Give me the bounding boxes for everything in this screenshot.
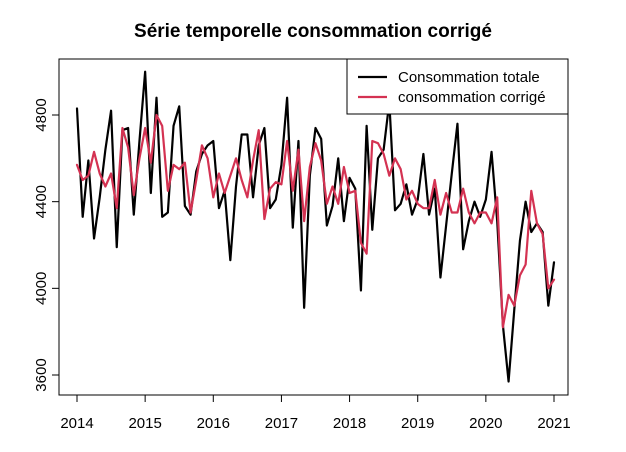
series-line-consommation-corrige [75,113,556,329]
x-tick-label: 2019 [401,415,434,432]
legend-label: Consommation totale [398,69,540,86]
x-tick-label: 2018 [333,415,366,432]
x-tick-label: 2021 [537,415,570,432]
legend: Consommation totale consommation corrigé [346,58,569,115]
y-tick-label: 4800 [33,98,50,131]
x-tick-label: 2017 [265,415,298,432]
y-tick-label: 3600 [33,358,50,391]
x-tick-label: 2020 [469,415,502,432]
x-tick-label: 2016 [197,415,230,432]
y-axis: 3600 4000 4400 4800 [33,98,60,392]
x-axis: 2014 2015 2016 2017 2018 2019 2020 2021 [60,394,571,432]
x-tick-label: 2014 [60,415,93,432]
y-tick-label: 4400 [33,185,50,218]
y-tick-label: 4000 [33,272,50,305]
series-line-consommation-totale [75,70,556,383]
legend-box [346,58,569,115]
series-layer [75,70,556,383]
x-tick-label: 2015 [128,415,161,432]
chart-title: Série temporelle consommation corrigé [134,21,492,42]
legend-label: consommation corrigé [398,89,546,106]
